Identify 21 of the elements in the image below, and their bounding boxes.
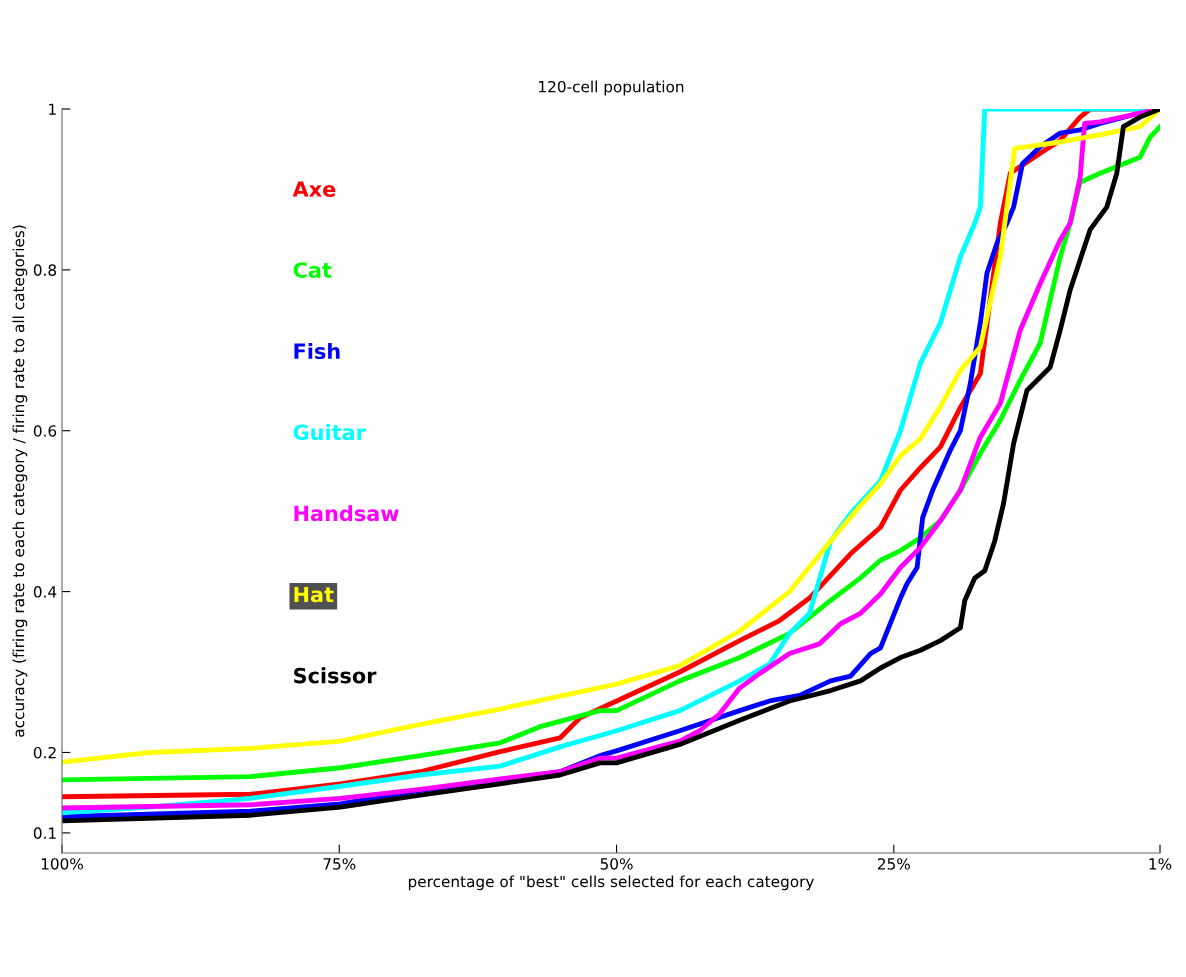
text: Handsaw [294, 505, 399, 522]
text: Axe [292, 181, 336, 197]
y-tick-label: 0.8 [33, 264, 57, 276]
y-tick-label: 0.6 [33, 425, 57, 437]
y-tick-label: 0.4 [33, 586, 57, 598]
chart-title: 120-cell population [539, 80, 684, 96]
text: Cat [293, 262, 332, 278]
y-tick-label: 0.2 [33, 746, 56, 759]
x-tick-label: 50% [600, 858, 633, 870]
y-axis-title: accuracy (firing rate to each category / firing rate to all categories) [12, 225, 28, 737]
x-tick-label: 100% [41, 858, 83, 870]
text: Guitar [293, 424, 366, 441]
x-tick-label: 75% [323, 858, 356, 870]
text: Hat [294, 586, 334, 603]
x-tick-label: 25% [877, 858, 910, 870]
y-tick-label: 0.1 [33, 827, 56, 839]
text: Fish [294, 342, 340, 360]
x-axis-title: percentage of "best" cells selected for each category [408, 875, 814, 891]
x-tick-label: 1% [1149, 858, 1172, 870]
text: Scissor [294, 667, 377, 684]
y-tick-label: 1 [49, 103, 56, 115]
